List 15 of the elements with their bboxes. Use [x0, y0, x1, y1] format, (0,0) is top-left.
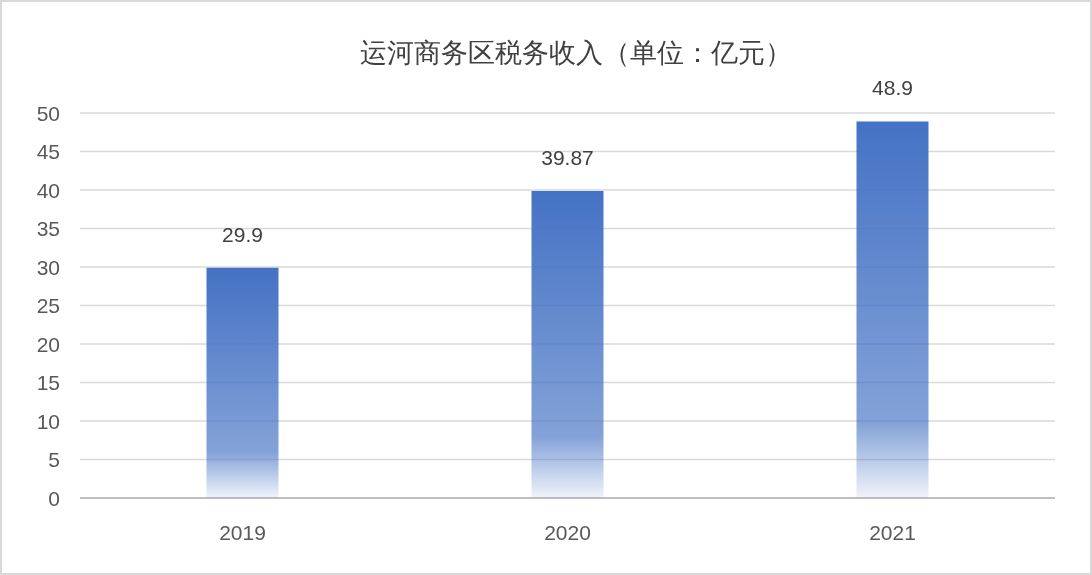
y-tick-label: 0 [48, 486, 60, 510]
x-tick-label: 2020 [544, 520, 591, 544]
y-tick-label: 30 [36, 255, 60, 279]
y-tick-label: 50 [36, 101, 60, 125]
title: 运河商务区税务收入（单位：亿元） [359, 38, 792, 68]
y-tick-label: 45 [36, 140, 60, 163]
x-tick-label: 2021 [869, 520, 916, 544]
y-tick-label: 5 [48, 448, 60, 471]
y-tick-label: 35 [36, 217, 60, 240]
y-tick-label: 20 [36, 332, 60, 356]
y-tick-label: 10 [36, 409, 60, 433]
y-tick-label: 25 [36, 294, 60, 317]
x-tick-label: 2019 [219, 520, 266, 544]
y-tick-label: 15 [36, 371, 60, 394]
y-tick-label: 40 [36, 178, 60, 202]
